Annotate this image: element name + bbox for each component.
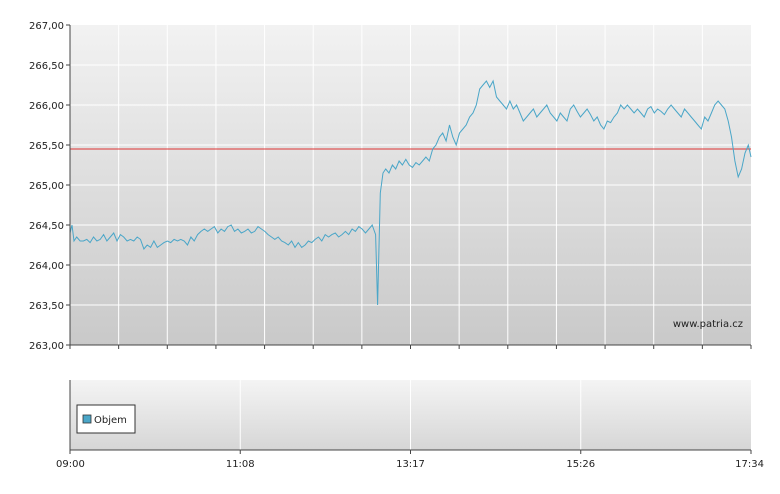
price-y-ticks: 263,00 263,50 264,00 264,50 265,00 265,50 266,… — [29, 21, 70, 352]
y-tick-label: 264,50 — [29, 221, 64, 232]
price-series-line — [69, 79, 752, 306]
y-tick-label: 267,00 — [29, 21, 64, 32]
y-tick-label: 265,50 — [29, 141, 64, 152]
legend: Objem — [76, 404, 136, 434]
y-tick-label: 266,00 — [29, 101, 64, 112]
legend-swatch — [82, 414, 92, 424]
x-tick-label: 11:08 — [226, 459, 255, 470]
y-tick-label: 264,00 — [29, 261, 64, 272]
price-panel: 263,00 263,50 264,00 264,50 265,00 265,50 266,… — [29, 21, 752, 352]
y-tick-label: 265,00 — [29, 181, 64, 192]
x-tick-label: 13:17 — [396, 459, 425, 470]
watermark: www.patria.cz — [673, 319, 743, 330]
y-tick-label: 263,00 — [29, 341, 64, 352]
x-tick-label: 17:34 — [735, 459, 764, 470]
price-x-ticks — [69, 345, 752, 349]
x-tick-label: 15:26 — [566, 459, 595, 470]
x-tick-label: 09:00 — [56, 459, 85, 470]
volume-grid — [239, 380, 582, 450]
legend-label: Objem — [94, 415, 127, 426]
volume-x-ticks: 09:00 11:08 13:17 15:26 17:34 — [56, 450, 764, 470]
y-tick-label: 263,50 — [29, 301, 64, 312]
volume-panel: 09:00 11:08 13:17 15:26 17:34 Objem — [56, 380, 764, 470]
y-tick-label: 266,50 — [29, 61, 64, 72]
price-grid — [70, 25, 751, 345]
